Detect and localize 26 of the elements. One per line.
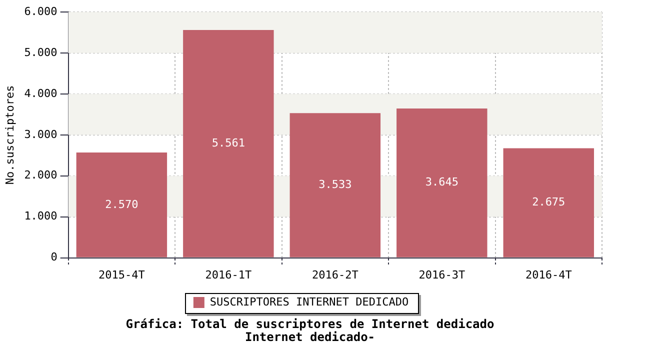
y-tick-label: 6.000 [24, 4, 58, 18]
bar [183, 30, 274, 258]
x-tick-label: 2015-4T [98, 268, 146, 282]
y-tick-label: 2.000 [24, 168, 58, 182]
bar [290, 113, 381, 258]
data-label: 3.533 [318, 178, 352, 192]
data-label: 5.561 [212, 136, 245, 150]
bar [503, 148, 594, 258]
text: Internet dedicado- [244, 330, 376, 344]
data-label: 2.570 [105, 198, 138, 211]
bar [76, 152, 168, 258]
bar [396, 108, 488, 258]
data-label: 2.675 [532, 196, 566, 209]
x-tick-label: 2016-3T [418, 268, 466, 282]
text: Gráfica: Total de suscriptores de Internet dedicado [124, 317, 496, 331]
x-tick-label: 2016-1T [205, 268, 252, 282]
y-tick-label: 5.000 [24, 46, 58, 59]
y-tick-label: 3.000 [24, 128, 58, 141]
x-tick-label: 2016-4T [525, 268, 572, 282]
data-label: 3.645 [425, 176, 458, 189]
y-tick-label: 1.000 [24, 210, 58, 223]
x-tick-label: 2016-2T [312, 268, 359, 282]
y-tick-label: 4.000 [24, 86, 58, 100]
legend-label: SUSCRIPTORES INTERNET DEDICADO [210, 295, 409, 308]
y-axis-title: No.suscriptores [3, 85, 16, 185]
y-tick-label: 0 [50, 250, 58, 264]
